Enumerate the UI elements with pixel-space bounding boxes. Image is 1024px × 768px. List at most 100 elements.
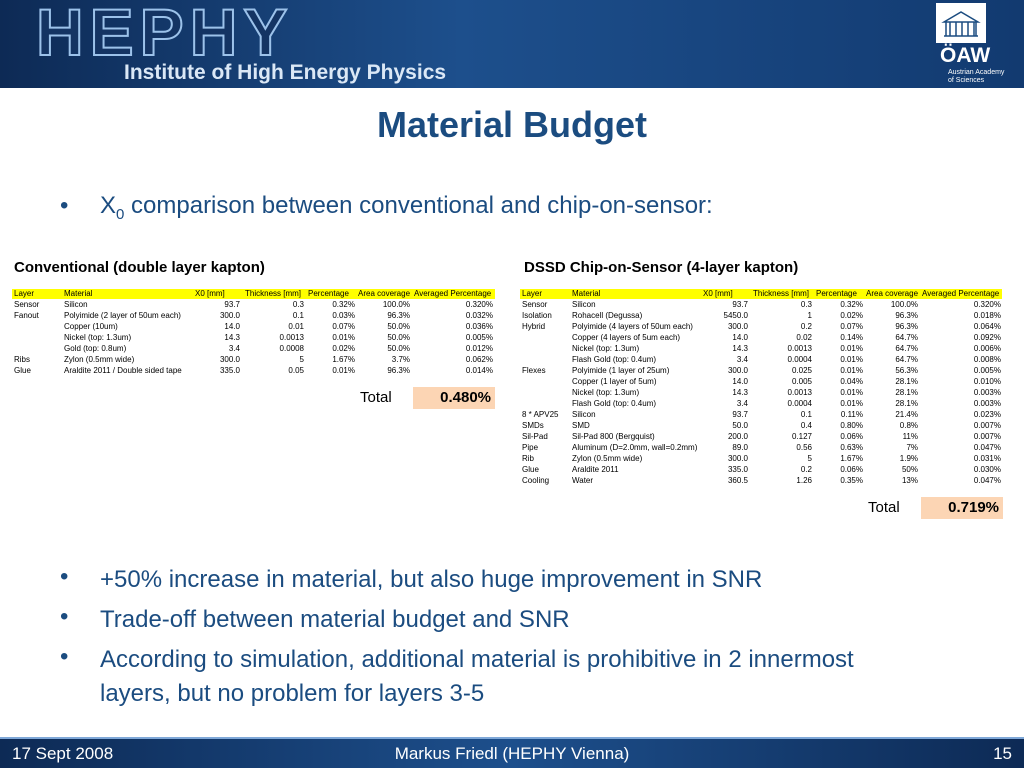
column-header: Percentage xyxy=(308,289,349,298)
cell: 0.320% xyxy=(465,300,493,309)
cell: Polyimide (1 layer of 25um) xyxy=(572,366,670,375)
logo-building xyxy=(941,11,981,37)
cell: 96.3% xyxy=(387,366,410,375)
cell: 14.3 xyxy=(732,344,748,353)
cell: 0.018% xyxy=(973,311,1001,320)
cell: 64.7% xyxy=(895,333,918,342)
cell: 5 xyxy=(807,454,812,463)
cell: 0.8% xyxy=(899,421,918,430)
cell: 96.3% xyxy=(895,322,918,331)
cell: 0.32% xyxy=(332,300,355,309)
cell: 0.008% xyxy=(973,355,1001,364)
bullet: According to simulation, additional mate… xyxy=(100,646,854,707)
total-label: Total xyxy=(360,389,392,406)
cell: Polyimide (2 layer of 50um each) xyxy=(64,311,181,320)
cell: 1.67% xyxy=(840,454,863,463)
cell: 0.005 xyxy=(791,377,812,386)
cell: Zylon (0.5mm wide) xyxy=(64,355,135,364)
cell: 0.014% xyxy=(465,366,493,375)
cell: 100.0% xyxy=(382,300,410,309)
cell: Nickel (top: 1.3um) xyxy=(572,344,640,353)
cell: 0.047% xyxy=(973,476,1001,485)
cell: 28.1% xyxy=(895,388,918,397)
cell: Flash Gold (top: 0.4um) xyxy=(572,399,657,408)
cell: 89.0 xyxy=(732,443,748,452)
cell: 0.02% xyxy=(840,311,863,320)
cell: 3.7% xyxy=(391,355,410,364)
total-value: 0.480% xyxy=(413,387,495,409)
cell: Sil-Pad 800 (Bergquist) xyxy=(572,432,655,441)
cell: Copper (10um) xyxy=(64,322,118,331)
cell: 0.1 xyxy=(292,311,304,320)
cell: Glue xyxy=(14,366,31,375)
column-header: Material xyxy=(572,289,601,298)
header-row xyxy=(12,289,495,299)
cell: 28.1% xyxy=(895,377,918,386)
cell: 0.023% xyxy=(973,410,1001,419)
cell: 0.025 xyxy=(791,366,812,375)
cell: Sil-Pad xyxy=(522,432,548,441)
cell: 7% xyxy=(906,443,918,452)
cell: 0.06% xyxy=(840,432,863,441)
cell: 0.0013 xyxy=(787,344,812,353)
cell: 0.062% xyxy=(465,355,493,364)
cell: 0.005% xyxy=(973,366,1001,375)
cell: SMD xyxy=(572,421,590,430)
cell: Polyimide (4 layers of 50um each) xyxy=(572,322,693,331)
bullet-dot: • xyxy=(60,563,69,590)
cell: 0.092% xyxy=(973,333,1001,342)
column-header: Layer xyxy=(14,289,35,298)
cell: 0.07% xyxy=(840,322,863,331)
cell: 5450.0 xyxy=(723,311,748,320)
cell: 100.0% xyxy=(890,300,918,309)
cell: Hybrid xyxy=(522,322,546,331)
cell: 50.0% xyxy=(387,344,410,353)
org-logo: ÖAW xyxy=(940,44,990,67)
cell: 1 xyxy=(807,311,812,320)
cell: 3.4 xyxy=(736,399,748,408)
cell: 0.07% xyxy=(332,322,355,331)
cell: 0.32% xyxy=(840,300,863,309)
cell: 21.4% xyxy=(895,410,918,419)
total-value: 0.719% xyxy=(921,497,1003,519)
bullet: +50% increase in material, but also huge… xyxy=(100,566,763,593)
cell: Pipe xyxy=(522,443,539,452)
cell: 64.7% xyxy=(895,344,918,353)
cell: 0.80% xyxy=(840,421,863,430)
cell: Rib xyxy=(522,454,535,463)
cell: 13% xyxy=(901,476,918,485)
cell: 0.0008 xyxy=(279,344,304,353)
cell: 300.0 xyxy=(219,355,240,364)
cell: 3.4 xyxy=(736,355,748,364)
cell: 0.63% xyxy=(840,443,863,452)
cell: 28.1% xyxy=(895,399,918,408)
cell: 0.010% xyxy=(973,377,1001,386)
bullet-dot: • xyxy=(60,192,69,219)
cell: 56.3% xyxy=(895,366,918,375)
cell: 14.3 xyxy=(224,333,240,342)
bullet-dot: • xyxy=(60,603,69,630)
footer-author: Markus Friedl (HEPHY Vienna) xyxy=(394,744,630,763)
footer-band xyxy=(0,737,1024,768)
cell: 0.02 xyxy=(796,333,812,342)
cell: 0.2 xyxy=(800,322,812,331)
column-header: Material xyxy=(64,289,93,298)
cell: 0.032% xyxy=(465,311,493,320)
cell: 300.0 xyxy=(727,366,748,375)
cell: 0.3 xyxy=(800,300,812,309)
cell: 11% xyxy=(902,432,918,441)
cell: 0.030% xyxy=(973,465,1001,474)
cell: Sensor xyxy=(522,300,548,309)
cell: 50% xyxy=(901,465,918,474)
cell: 300.0 xyxy=(219,311,240,320)
cell: 0.01 xyxy=(288,322,304,331)
cell: 0.012% xyxy=(465,344,493,353)
org-name: Austrian Academy xyxy=(948,69,1005,76)
cell: Flash Gold (top: 0.4um) xyxy=(572,355,657,364)
header-subtitle: Institute of High Energy Physics xyxy=(124,61,446,84)
cell: 0.003% xyxy=(973,399,1001,408)
cell: 0.064% xyxy=(973,322,1001,331)
cell: 0.11% xyxy=(840,410,863,419)
column-header: X0 [mm] xyxy=(195,289,225,298)
table-title: Conventional (double layer kapton) xyxy=(14,259,265,276)
